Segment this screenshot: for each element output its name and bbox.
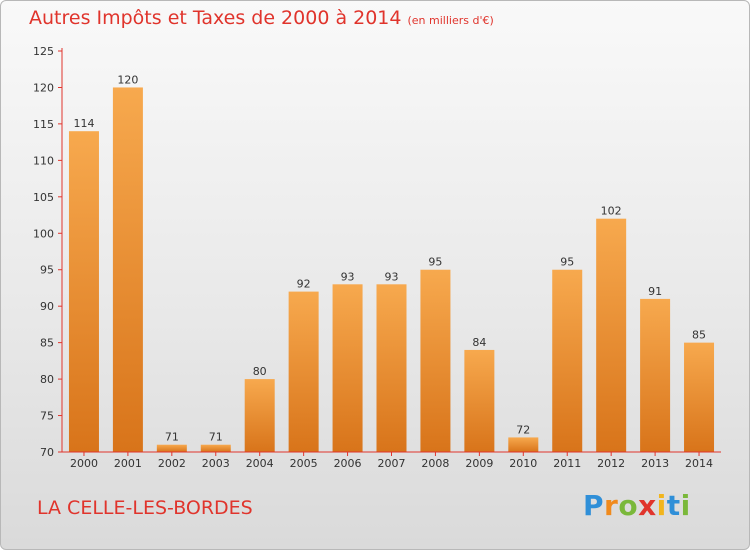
y-tick-label: 80 [40,373,54,386]
brand-letter: o [618,489,638,522]
x-tick-label: 2000 [70,457,98,470]
data-label: 91 [648,285,662,298]
y-tick-label: 110 [33,154,54,167]
x-tick-label: 2006 [334,457,362,470]
data-label: 95 [560,256,574,269]
bar [420,270,450,452]
x-tick-label: 2004 [246,457,274,470]
x-tick-label: 2007 [378,457,406,470]
data-label: 102 [601,205,622,218]
x-tick-label: 2011 [553,457,581,470]
bars-layer: 114 120 71 71 80 92 93 93 95 84 72 95 102 91 85 [69,73,714,452]
x-tick-label: 2009 [465,457,493,470]
bar [289,292,319,452]
brand-letter: x [638,489,657,522]
data-label: 93 [385,270,399,283]
x-tick-label: 2005 [290,457,318,470]
bar [552,270,582,452]
y-tick-label: 115 [33,118,54,131]
x-tick-label: 2003 [202,457,230,470]
y-tick-label: 90 [40,300,54,313]
x-tick-label: 2008 [421,457,449,470]
y-tick-label: 85 [40,337,54,350]
bar [377,284,407,452]
data-label: 85 [692,329,706,342]
brand-letter: t [667,489,681,522]
y-tick-label: 100 [33,227,54,240]
brand-letter: r [604,489,618,522]
data-label: 71 [209,431,223,444]
x-tick-label: 2002 [158,457,186,470]
y-tick-label: 120 [33,81,54,94]
brand-letter: P [583,489,604,522]
y-tick-label: 125 [33,45,54,58]
y-tick-label: 105 [33,191,54,204]
chart-frame: Autres Impôts et Taxes de 2000 à 2014 (en… [0,0,750,550]
brand-letter: i [657,489,667,522]
bar [245,379,275,452]
y-tick-label: 70 [40,446,54,459]
bar [201,445,231,452]
x-tick-label: 2001 [114,457,142,470]
x-tick-label: 2010 [509,457,537,470]
bar [640,299,670,452]
bar [684,343,714,452]
brand-letter: i [681,489,691,522]
x-tick-label: 2013 [641,457,669,470]
bar [157,445,187,452]
bar [333,284,363,452]
bar [113,87,143,452]
data-label: 72 [516,423,530,436]
data-label: 71 [165,431,179,444]
data-label: 114 [73,117,94,130]
x-tick-label: 2014 [685,457,713,470]
location-name: LA CELLE-LES-BORDES [37,497,253,519]
data-label: 80 [253,365,267,378]
y-tick-label: 95 [40,264,54,277]
data-label: 84 [472,336,486,349]
x-tick-label: 2012 [597,457,625,470]
data-label: 92 [297,278,311,291]
bar [596,219,626,452]
bar [464,350,494,452]
y-tick-label: 75 [40,410,54,423]
bar-chart: 114 120 71 71 80 92 93 93 95 84 72 95 102 91 85 2000 20… [1,1,750,550]
bar [508,437,538,452]
data-label: 95 [428,256,442,269]
brand-logo: Proxiti [583,489,691,522]
bar [69,131,99,452]
data-label: 120 [117,73,138,86]
data-label: 93 [341,270,355,283]
